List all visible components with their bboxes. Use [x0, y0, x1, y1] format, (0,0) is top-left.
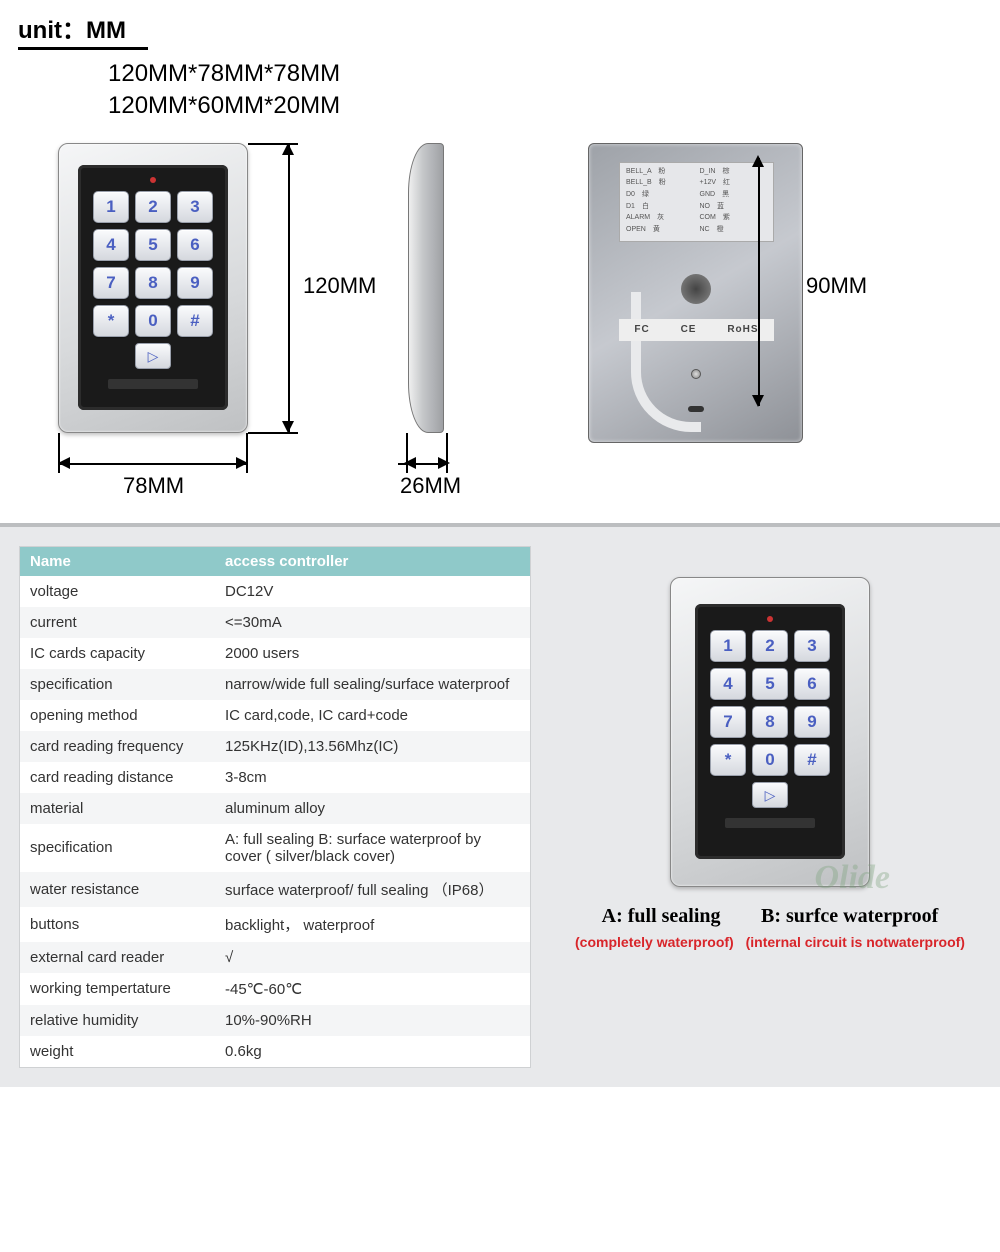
dim-line-1: 120MM*78MM*78MM [108, 58, 982, 90]
side-view: 26MM [398, 143, 468, 453]
status-led [767, 616, 773, 622]
mount-slot [688, 406, 704, 412]
table-row: weight0.6kg [20, 1036, 530, 1067]
header-value: access controller [215, 547, 530, 576]
side-width-label: 26MM [400, 473, 461, 499]
screw-icon [691, 369, 701, 379]
table-row: current<=30mA [20, 607, 530, 638]
front-height-label: 120MM [303, 273, 376, 299]
table-row: IC cards capacity2000 users [20, 638, 530, 669]
device-variant: 1 2 3 4 5 6 7 8 9 * 0 # ▷ [670, 577, 870, 887]
table-row: voltageDC12V [20, 576, 530, 607]
table-row: specificationA: full sealing B: surface … [20, 824, 530, 872]
variant-b-title: B: surfce waterproof [761, 905, 938, 927]
dimension-list: 120MM*78MM*78MM 120MM*60MM*20MM [18, 58, 982, 123]
table-row: relative humidity10%-90%RH [20, 1005, 530, 1036]
variant-column: 1 2 3 4 5 6 7 8 9 * 0 # ▷ [560, 547, 980, 1067]
variant-a-sub: (completely waterproof) [575, 934, 734, 950]
key-hash: # [177, 305, 213, 337]
key-bell: ▷ [135, 343, 171, 369]
table-header-row: Name access controller [20, 547, 530, 576]
key-2: 2 [135, 191, 171, 223]
keypad: 1 2 3 4 5 6 7 8 9 * 0 # [93, 191, 213, 337]
variant-labels: A: full sealing B: surfce waterproof (co… [571, 905, 969, 950]
variant-b-sub: (internal circuit is notwaterproof) [746, 934, 965, 950]
key-9: 9 [177, 267, 213, 299]
status-led [150, 177, 156, 183]
dimension-section: unit：MM 120MM*78MM*78MM 120MM*60MM*20MM … [0, 0, 1000, 523]
device-back: BELL_A 粉D_IN 棕 BELL_B 粉+12V 红 D0 绿GND 黑 … [588, 143, 803, 443]
certification-strip: FCCERoHS [619, 319, 774, 341]
device-side [408, 143, 444, 433]
card-slot [108, 379, 198, 389]
brand-watermark: Olide [814, 859, 890, 897]
wiring-sticker: BELL_A 粉D_IN 棕 BELL_B 粉+12V 红 D0 绿GND 黑 … [619, 162, 774, 242]
table-row: card reading distance3-8cm [20, 762, 530, 793]
key-star: * [93, 305, 129, 337]
dim-line-2: 120MM*60MM*20MM [108, 90, 982, 122]
device-front: 1 2 3 4 5 6 7 8 9 * 0 # ▷ [58, 143, 248, 433]
key-5: 5 [135, 229, 171, 261]
table-row: materialaluminum alloy [20, 793, 530, 824]
table-row: card reading frequency125KHz(ID),13.56Mh… [20, 731, 530, 762]
unit-label: unit：MM [18, 10, 148, 50]
key-7: 7 [93, 267, 129, 299]
key-3: 3 [177, 191, 213, 223]
front-view: 1 2 3 4 5 6 7 8 9 * 0 # ▷ [58, 143, 358, 503]
key-1: 1 [93, 191, 129, 223]
table-row: external card reader√ [20, 942, 530, 973]
table-row: specificationnarrow/wide full sealing/su… [20, 669, 530, 700]
header-name: Name [20, 547, 215, 576]
dim-height-line [288, 143, 290, 433]
dim-width-line [58, 463, 248, 465]
back-height-label: 90MM [806, 273, 867, 299]
table-row: water resistancesurface waterproof/ full… [20, 872, 530, 907]
key-4: 4 [93, 229, 129, 261]
keypad-variant: 1 2 3 4 5 6 7 8 9 * 0 # [710, 630, 830, 776]
table-row: opening methodIC card,code, IC card+code [20, 700, 530, 731]
spec-section: Name access controller voltageDC12Vcurre… [0, 523, 1000, 1087]
back-view: BELL_A 粉D_IN 棕 BELL_B 粉+12V 红 D0 绿GND 黑 … [588, 143, 888, 443]
variant-a-title: A: full sealing [602, 905, 721, 927]
table-row: working tempertature-45℃-60℃ [20, 973, 530, 1005]
table-row: buttonsbacklight， waterproof [20, 907, 530, 942]
front-width-label: 78MM [123, 473, 184, 499]
key-0: 0 [135, 305, 171, 337]
spec-table: Name access controller voltageDC12Vcurre… [20, 547, 530, 1067]
key-8: 8 [135, 267, 171, 299]
key-6: 6 [177, 229, 213, 261]
